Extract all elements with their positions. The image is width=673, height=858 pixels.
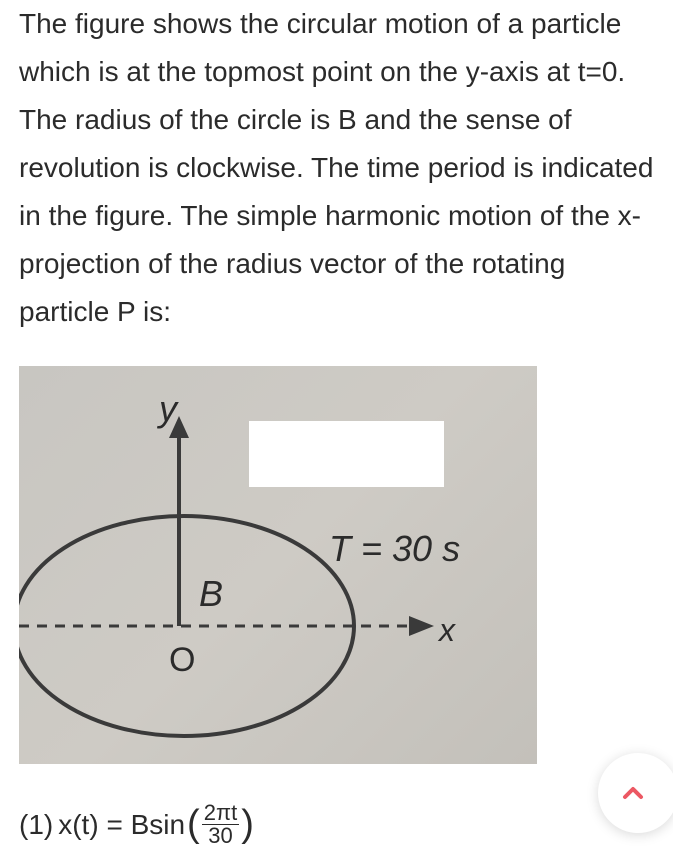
figure-container: y x B O T = 30 s (19, 366, 537, 764)
option-number: (1) (19, 809, 53, 841)
chevron-up-icon (617, 777, 649, 809)
fraction-denominator: 30 (206, 825, 234, 847)
fraction: 2πt 30 (202, 802, 240, 847)
x-axis-arrow (409, 616, 434, 636)
option-equation-prefix: x(t) = Bsin (58, 809, 185, 841)
origin-label: O (169, 641, 195, 679)
scroll-to-top-button[interactable] (598, 753, 673, 833)
question-text: The figure shows the circular motion of … (0, 0, 673, 336)
x-axis-label: x (437, 612, 456, 648)
period-label: T = 30 s (329, 528, 460, 569)
physics-diagram: y x B O T = 30 s (19, 366, 537, 764)
radius-label: B (199, 573, 223, 614)
paren-open: ( (187, 803, 200, 846)
fraction-numerator: 2πt (202, 802, 240, 825)
paren-close: ) (241, 803, 254, 846)
y-axis-label: y (156, 388, 179, 429)
answer-option-1: (1) x(t) = Bsin ( 2πt 30 ) (0, 802, 673, 847)
